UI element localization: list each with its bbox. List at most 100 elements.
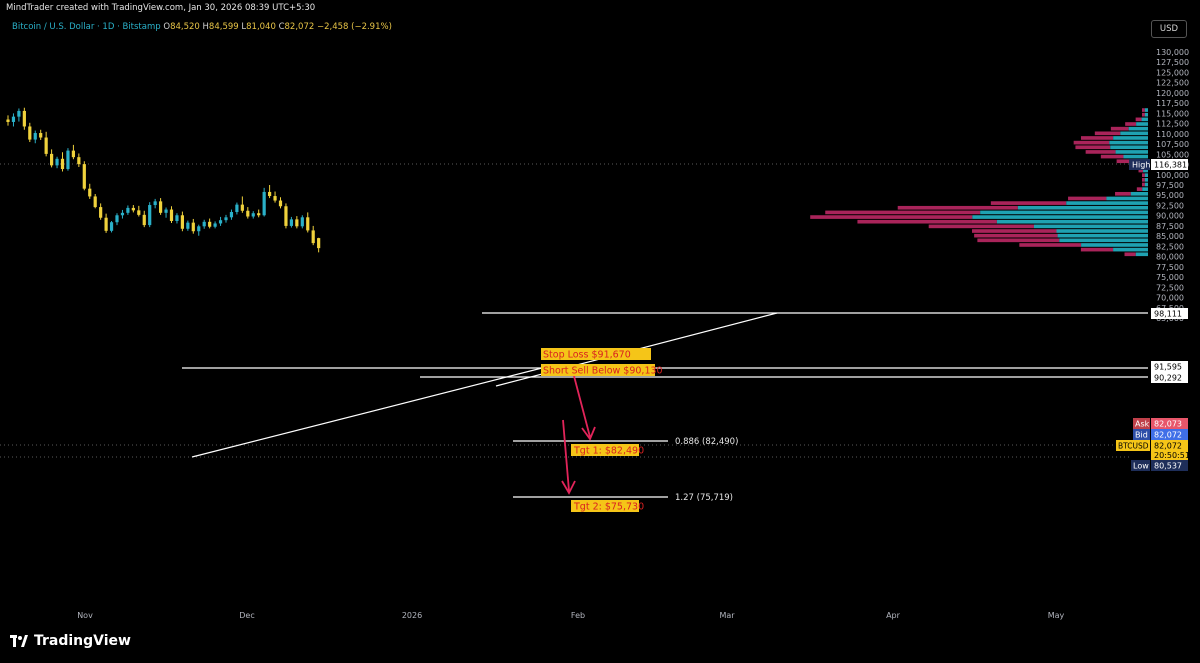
candle-body (71, 150, 75, 158)
candle (284, 203, 288, 229)
volume-profile-sell-bar (990, 201, 1067, 205)
volume-profile-sell-bar (1142, 178, 1145, 182)
volume-profile-buy-bar (1033, 224, 1148, 229)
candle (202, 219, 206, 229)
open-value: 84,520 (170, 22, 200, 32)
y-tick-label: 120,000 (1156, 89, 1189, 98)
volume-profile-row (1142, 173, 1148, 178)
high-tag-value: 116,381 (1154, 161, 1187, 170)
volume-profile-sell-bar (1136, 187, 1143, 191)
volume-profile-buy-bar (1109, 140, 1148, 145)
candle (278, 197, 283, 209)
candle-body (66, 150, 70, 170)
candle-body (99, 207, 103, 218)
symbol-legend[interactable]: Bitcoin / U.S. Dollar · 1D · Bitstamp O8… (12, 22, 392, 32)
candle-body (17, 110, 21, 117)
candle-body (268, 191, 272, 197)
volume-profile-sell-bar (897, 205, 1018, 210)
volume-profile-buy-bar (1130, 191, 1148, 196)
candle-body (11, 116, 16, 122)
volume-profile-sell-bar (825, 210, 981, 215)
candle-body (164, 209, 168, 213)
ask-tag: Ask (1135, 420, 1150, 429)
candle-body (137, 210, 141, 215)
symbol-tag-value: 82,072 (1154, 442, 1182, 451)
candle-body (169, 209, 174, 221)
volume-profile-row (1075, 145, 1148, 150)
x-axis[interactable]: Nov Dec 2026 Feb Mar Apr May (77, 611, 1064, 620)
candle (93, 193, 97, 209)
volume-profile-row (928, 224, 1148, 229)
low-tag: Low (1133, 462, 1149, 471)
short-sell-annotation[interactable]: Short Sell Below $90,130 (541, 364, 663, 377)
y-tick-label: 90,000 (1156, 212, 1184, 221)
tgt1-annotation[interactable]: Tgt 1: $82,490 (571, 444, 644, 457)
candle-body (257, 213, 261, 216)
candle (131, 205, 135, 213)
volume-profile-row (825, 210, 1148, 215)
candle (268, 184, 272, 199)
high-price-label: High 116,381 (1129, 159, 1188, 170)
annotations[interactable]: Stop Loss $91,670 Short Sell Below $90,1… (541, 348, 738, 513)
y-tick-label: 95,000 (1156, 191, 1184, 200)
y-tick-label: 117,500 (1156, 99, 1189, 108)
stop-loss-annotation[interactable]: Stop Loss $91,670 (541, 348, 651, 361)
tgt2-annotation[interactable]: Tgt 2: $75,730 (571, 500, 644, 513)
candle (142, 210, 146, 228)
candle (169, 206, 174, 224)
price-labels: High 116,381 98,111 91,595 90,292 Ask 82… (1116, 159, 1190, 471)
candle-body (159, 201, 163, 213)
line-label-98111: 98,111 (1151, 308, 1188, 319)
volume-profile-row (1115, 191, 1148, 196)
candle-body (278, 200, 283, 207)
volume-profile-buy-bar (1066, 201, 1148, 205)
candle-body (262, 191, 266, 216)
y-tick-label: 72,500 (1156, 283, 1184, 292)
candle (300, 215, 304, 229)
volume-profile-sell-bar (1080, 136, 1114, 140)
volume-profile-buy-bar (1144, 112, 1148, 117)
tradingview-logo-text: TradingView (34, 633, 131, 649)
tgt1-text: Tgt 1: $82,490 (573, 446, 644, 457)
candle-body (175, 215, 179, 221)
trendline-lower[interactable] (191, 366, 547, 458)
stop-loss-text: Stop Loss $91,670 (543, 350, 631, 361)
volume-profile-row (897, 205, 1148, 210)
volume-profile-sell-bar (1116, 159, 1132, 164)
volume-profile-row (1068, 196, 1148, 201)
low-price-label: Low 80,537 (1131, 460, 1188, 471)
volume-profile-row (990, 201, 1148, 205)
volume-profile-sell-bar (1100, 154, 1124, 159)
volume-profile-buy-bar (1120, 131, 1148, 136)
volume-profile-sell-bar (1073, 140, 1110, 145)
candle-body (202, 221, 206, 227)
y-tick-label: 105,000 (1156, 150, 1189, 159)
candle (164, 207, 168, 218)
volume-profile-row (1124, 252, 1148, 257)
candles[interactable] (6, 107, 321, 253)
candle (71, 144, 75, 160)
volume-profile-row (1019, 243, 1148, 247)
candle (213, 221, 217, 229)
candle (82, 161, 86, 191)
volume-profile-buy-bar (1136, 122, 1148, 126)
candle (148, 202, 152, 228)
symbol-price-label: BTCUSD 82,072 20:50:51 (1116, 440, 1190, 461)
candle-body (213, 223, 217, 227)
candle-body (191, 222, 195, 232)
volume-profile-row (857, 219, 1148, 224)
volume-profile-buy-bar (1115, 150, 1148, 154)
target-arrows (561, 375, 596, 495)
volume-profile-buy-bar (1057, 233, 1148, 238)
candle (262, 187, 266, 217)
candle (33, 130, 37, 144)
volume-profile-row (1142, 112, 1148, 117)
volume-profile-buy-bar (1113, 247, 1148, 252)
bid-tag-value: 82,072 (1154, 431, 1182, 440)
currency-button[interactable]: USD (1151, 20, 1187, 38)
tradingview-logo[interactable]: TradingView (10, 633, 131, 649)
volume-profile-sell-bar (1142, 173, 1145, 178)
candle-body (50, 153, 54, 166)
